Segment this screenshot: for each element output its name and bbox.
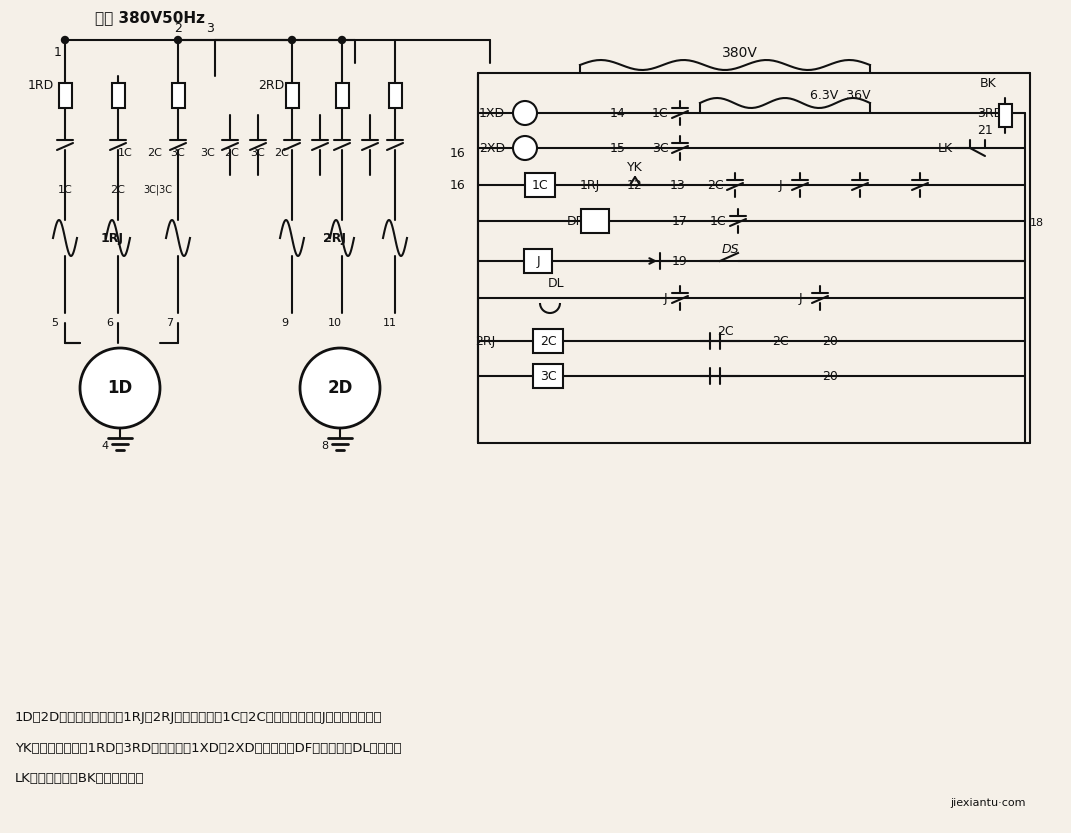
Text: 2C: 2C (225, 148, 240, 158)
Text: 1RJ: 1RJ (579, 178, 600, 192)
Text: 2C: 2C (772, 335, 788, 347)
Bar (335, 83, 348, 107)
Text: 2: 2 (175, 22, 182, 34)
Text: 1RJ: 1RJ (101, 232, 123, 245)
Text: 4: 4 (102, 441, 108, 451)
Text: 3: 3 (206, 22, 214, 34)
Text: DS: DS (721, 242, 739, 256)
Text: 1C: 1C (531, 178, 548, 192)
Text: DF: DF (567, 215, 584, 227)
Text: 1C: 1C (58, 185, 73, 195)
Text: 2D: 2D (328, 379, 352, 397)
Text: LK: LK (937, 142, 952, 154)
Text: 2C: 2C (707, 178, 723, 192)
Text: 16: 16 (449, 147, 465, 159)
Text: 5: 5 (51, 318, 59, 328)
Bar (59, 83, 72, 107)
Bar (580, 209, 609, 233)
Text: 1: 1 (54, 46, 62, 58)
Text: 7: 7 (166, 318, 174, 328)
Circle shape (80, 348, 160, 428)
Text: 3C|3C: 3C|3C (144, 185, 172, 195)
Text: J: J (537, 255, 540, 267)
Text: J: J (798, 292, 802, 305)
Text: 3C: 3C (540, 370, 556, 382)
Circle shape (61, 37, 69, 43)
Text: 14: 14 (610, 107, 625, 119)
Text: 20: 20 (823, 370, 838, 382)
Text: 3RD: 3RD (977, 107, 1004, 119)
Text: 2C: 2C (148, 148, 163, 158)
Text: 1D: 1D (107, 379, 133, 397)
Text: 6: 6 (106, 318, 114, 328)
Text: 13: 13 (670, 178, 685, 192)
Text: 8: 8 (321, 441, 329, 451)
Circle shape (338, 37, 346, 43)
Text: jiexiantu·com: jiexiantu·com (950, 798, 1026, 808)
Text: 2XD: 2XD (479, 142, 506, 154)
Text: 三相 380V50Hz: 三相 380V50Hz (95, 11, 205, 26)
Circle shape (175, 37, 181, 43)
Circle shape (288, 37, 296, 43)
Text: 10: 10 (328, 318, 342, 328)
Text: 2C: 2C (540, 335, 556, 347)
Text: YK－压力继电器；1RD～3RD－熔断器；1XD～2XD－信号灯；DF－电磁阀；DL－电铃；: YK－压力继电器；1RD～3RD－熔断器；1XD～2XD－信号灯；DF－电磁阀；… (15, 741, 402, 755)
Text: 16: 16 (449, 178, 465, 192)
Bar (533, 364, 563, 388)
Circle shape (513, 101, 537, 125)
Circle shape (300, 348, 380, 428)
Text: 15: 15 (610, 142, 625, 154)
Text: 1C: 1C (118, 148, 133, 158)
Bar (389, 83, 402, 107)
Text: 3C: 3C (651, 142, 668, 154)
Text: 19: 19 (673, 255, 688, 267)
Text: 20: 20 (823, 335, 838, 347)
Circle shape (513, 136, 537, 160)
Bar (286, 83, 299, 107)
Text: 3C: 3C (200, 148, 215, 158)
Text: 380V: 380V (722, 46, 758, 60)
Bar (171, 83, 184, 107)
Bar (111, 83, 124, 107)
Bar (525, 173, 555, 197)
Text: 6.3V  36V: 6.3V 36V (810, 88, 871, 102)
Text: 1D、2D－三相异步电机；1RJ、2RJ－热继电器；1C～2C－交流接触器；J－中间继电器；: 1D、2D－三相异步电机；1RJ、2RJ－热继电器；1C～2C－交流接触器；J－… (15, 711, 382, 725)
Text: 2C: 2C (110, 185, 125, 195)
Bar (524, 249, 552, 273)
Bar (998, 104, 1011, 127)
Text: 18: 18 (1030, 218, 1044, 228)
Text: BK: BK (980, 77, 997, 89)
Text: 1RD: 1RD (28, 78, 55, 92)
Text: 21: 21 (977, 123, 993, 137)
Text: 11: 11 (383, 318, 397, 328)
Text: 3C: 3C (251, 148, 266, 158)
Text: 17: 17 (673, 215, 688, 227)
Text: 2RD: 2RD (258, 78, 284, 92)
Text: DL: DL (547, 277, 564, 290)
Text: 2RJ: 2RJ (323, 232, 347, 245)
Text: 1C: 1C (651, 107, 668, 119)
Text: 2RJ: 2RJ (474, 335, 495, 347)
Text: 2C: 2C (716, 325, 734, 337)
Text: YK: YK (628, 161, 643, 173)
Text: 12: 12 (628, 178, 643, 192)
Text: J: J (779, 178, 782, 192)
Text: 3C: 3C (170, 148, 185, 158)
Text: 1XD: 1XD (479, 107, 506, 119)
Text: 9: 9 (282, 318, 288, 328)
Bar (533, 329, 563, 353)
Text: 1C: 1C (710, 215, 726, 227)
Text: 2C: 2C (274, 148, 289, 158)
Text: LK－主令开关；BK－控制变压器: LK－主令开关；BK－控制变压器 (15, 771, 145, 785)
Text: J: J (663, 292, 667, 305)
